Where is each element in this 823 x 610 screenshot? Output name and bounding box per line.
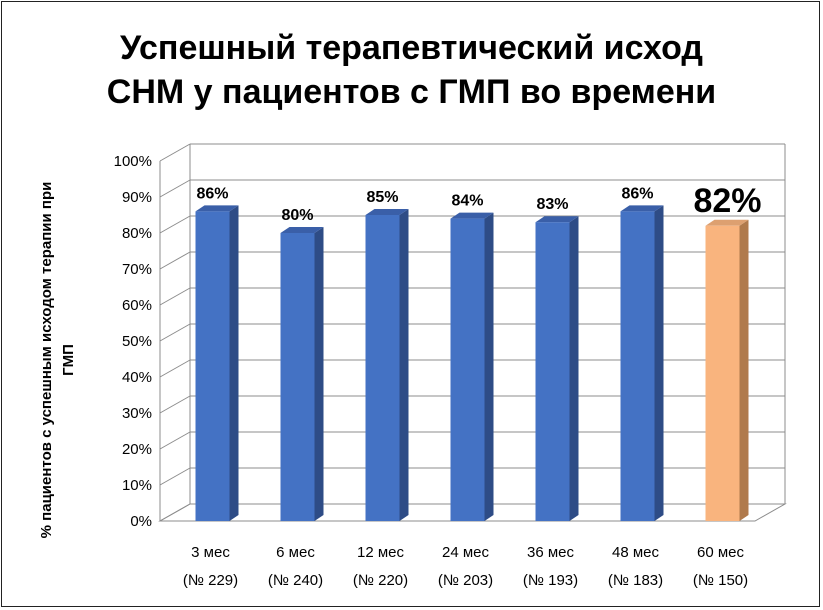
- y-tick-label: 60%: [122, 297, 152, 314]
- data-label: 80%: [281, 207, 313, 224]
- chart-title-line-2: СНМ у пациентов с ГМП во времени: [106, 73, 717, 111]
- bar: [535, 222, 570, 521]
- y-tick-label: 20%: [122, 441, 152, 458]
- gridline-side: [159, 179, 191, 198]
- gridline-side: [159, 143, 191, 162]
- y-tick-label: 0%: [130, 513, 152, 530]
- x-tick-sublabel: (№ 150): [693, 572, 748, 589]
- bar: [280, 233, 315, 521]
- gridline-side: [159, 431, 191, 450]
- bar: [620, 211, 655, 521]
- x-tick-label: 48 мес: [612, 544, 660, 561]
- data-label: 84%: [451, 193, 483, 210]
- x-tick-label: 3 мес: [191, 544, 230, 561]
- chart-title-line-1: Успешный терапевтический исход: [119, 29, 703, 67]
- bar-top: [705, 219, 749, 226]
- bar-top: [365, 209, 409, 215]
- bar: [705, 225, 740, 522]
- bar-top: [620, 205, 664, 212]
- x-tick-sublabel: (№ 220): [353, 572, 408, 589]
- bar-side: [654, 205, 664, 521]
- y-tick-label: 40%: [122, 369, 152, 386]
- x-tick-sublabel: (№ 203): [438, 572, 493, 589]
- bar-side: [569, 216, 579, 521]
- bar-side: [739, 219, 749, 522]
- y-tick-label: 80%: [122, 225, 152, 242]
- data-label: 83%: [536, 196, 568, 213]
- y-tick-label: 100%: [114, 153, 152, 170]
- y-tick-label: 70%: [122, 261, 152, 278]
- bar-side: [484, 212, 494, 521]
- x-tick-label: 12 мес: [357, 544, 405, 561]
- x-tick-label: 60 мес: [697, 544, 745, 561]
- x-tick-label: 24 мес: [442, 544, 490, 561]
- gridline-side: [159, 215, 191, 234]
- data-label: 85%: [366, 189, 398, 206]
- bar: [365, 215, 400, 521]
- bar-top: [195, 205, 239, 212]
- x-tick-sublabel: (№ 240): [268, 572, 323, 589]
- y-tick-label: 30%: [122, 405, 152, 422]
- x-tick-sublabel: (№ 193): [523, 572, 578, 589]
- y-tick-label: 10%: [122, 477, 152, 494]
- gridline-side: [159, 467, 191, 486]
- data-label: 86%: [621, 185, 653, 202]
- x-tick-label: 6 мес: [276, 544, 315, 561]
- bar: [450, 218, 485, 521]
- bar-side: [399, 209, 409, 521]
- data-label: 86%: [196, 185, 228, 202]
- gridline-side: [159, 323, 191, 342]
- gridline-side: [159, 287, 191, 306]
- y-tick-label: 90%: [122, 189, 152, 206]
- gridline-side: [159, 395, 191, 414]
- bar-top: [280, 227, 324, 233]
- x-tick-sublabel: (№ 183): [608, 572, 663, 589]
- bar-side: [229, 205, 239, 521]
- y-tick-label: 50%: [122, 333, 152, 350]
- bar-side: [314, 227, 324, 521]
- data-label: 82%: [693, 182, 761, 220]
- x-tick-label: 36 мес: [527, 544, 575, 561]
- gridline-side: [159, 251, 191, 270]
- x-tick-sublabel: (№ 229): [183, 572, 238, 589]
- bar-top: [450, 212, 494, 219]
- bar-top: [535, 216, 579, 223]
- bar: [195, 211, 230, 521]
- gridline-side: [159, 359, 191, 378]
